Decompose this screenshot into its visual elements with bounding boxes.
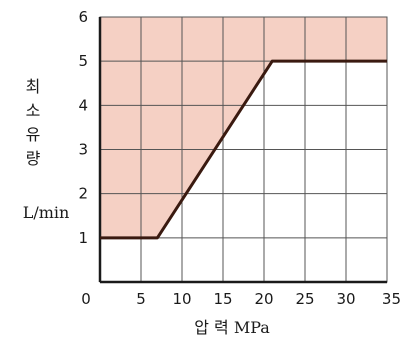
y-axis-unit: L/min (23, 203, 70, 222)
y-tick-label: 2 (78, 185, 88, 203)
y-axis-label-char: 최 (26, 77, 41, 96)
x-axis-label: 압 력 MPa (194, 318, 270, 337)
x-tick-label: 25 (295, 290, 314, 308)
x-tick-label: 5 (136, 290, 146, 308)
y-axis-label-char: 소 (26, 101, 41, 120)
x-tick-label: 20 (254, 290, 273, 308)
y-tick-label: 4 (78, 96, 88, 114)
shaded-region (100, 17, 387, 238)
x-tick-label: 35 (382, 290, 401, 308)
boundary-line (100, 59, 387, 240)
x-tick-label: 10 (172, 290, 191, 308)
y-tick-label: 3 (78, 141, 88, 159)
y-axis-label-char: 유 (26, 125, 41, 144)
y-tick-labels: 1 2 3 4 5 6 (78, 8, 88, 247)
y-tick-label: 6 (78, 8, 88, 26)
y-tick-label: 5 (78, 52, 88, 70)
x-tick-label: 30 (336, 290, 355, 308)
x-tick-label: 15 (213, 290, 232, 308)
x-tick-label: 0 (81, 290, 91, 308)
y-tick-label: 1 (78, 229, 88, 247)
x-tick-labels: 0 5 10 15 20 25 30 35 (81, 290, 401, 308)
y-axis-label-char: 량 (26, 149, 41, 168)
